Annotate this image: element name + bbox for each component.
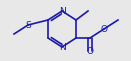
Text: O: O — [86, 46, 94, 56]
Text: S: S — [25, 20, 31, 30]
Text: N: N — [59, 43, 65, 51]
Text: N: N — [59, 7, 65, 15]
Text: O: O — [100, 25, 108, 33]
